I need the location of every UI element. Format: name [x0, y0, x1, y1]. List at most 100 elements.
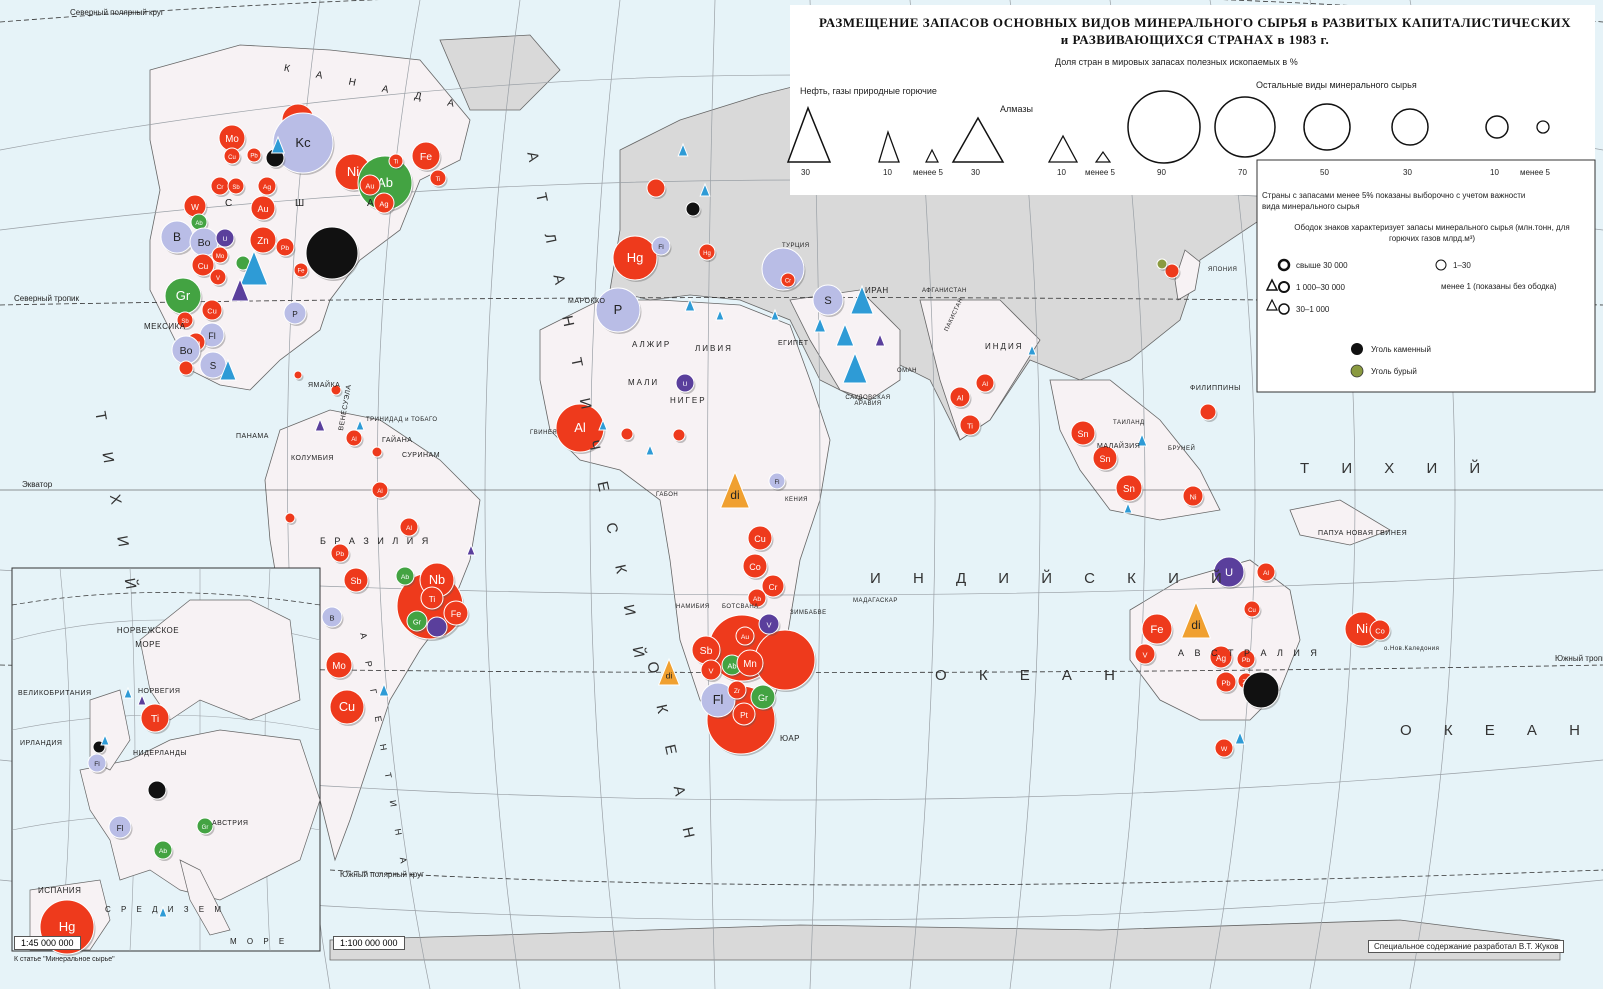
mineral-circle-ag	[257, 176, 277, 196]
mineral-code-label: Mn	[743, 659, 757, 670]
label-oman: ОМАН	[897, 368, 917, 374]
mineral-code-label: Cr	[769, 583, 778, 592]
new-guinea	[1289, 499, 1391, 546]
legend-rim-item-4: 1–30	[1453, 261, 1471, 270]
mineral-circle-ab	[153, 840, 173, 860]
legend-rim-item-5: менее 1 (показаны без ободка)	[1441, 282, 1557, 291]
mineral-code-label: Al	[377, 489, 382, 495]
legend-rim-sample-3	[1278, 303, 1290, 315]
mineral-code-label: Sb	[700, 645, 713, 657]
mineral-circle-cu	[223, 147, 241, 165]
mineral-circle-red	[330, 384, 342, 396]
legend-circle-value-10: 10	[1490, 168, 1499, 177]
oil-gas-triangle	[239, 249, 269, 286]
legend-rim-tri-1	[1265, 278, 1279, 291]
mineral-circle-au	[735, 626, 755, 646]
oil-gas-triangle	[770, 308, 780, 321]
mineral-circle-cu	[747, 525, 773, 551]
mineral-code-label: Au	[741, 634, 750, 641]
mineral-circle-mo	[211, 246, 229, 264]
mineral-code-label: Ab	[401, 574, 410, 581]
diamond-triangle	[657, 657, 681, 686]
legend-circle-10	[1485, 115, 1509, 139]
label-guinea: ГВИНЕЯ	[530, 430, 558, 436]
mineral-code-label: P	[614, 302, 623, 317]
mineral-circle-ab	[747, 588, 767, 608]
label-india: ИНДИЯ	[985, 342, 1024, 351]
mineral-code-label: Co	[749, 562, 761, 572]
diamond-triangle	[719, 470, 751, 509]
legend-circle-value-50: 50	[1320, 168, 1329, 177]
mineral-code-label: Fe	[451, 609, 462, 619]
mineral-code-label: Sb	[181, 319, 189, 325]
label-libya: ЛИВИЯ	[695, 344, 733, 353]
oil-gas-triangle	[123, 686, 133, 699]
mineral-code-label: Al	[1263, 570, 1270, 577]
tropic-south-label: Южный тропик	[1555, 654, 1603, 663]
mineral-circle-al	[975, 373, 995, 393]
tropic-north-label: Северный тропик	[14, 294, 80, 303]
mineral-code-label: Sn	[1077, 429, 1088, 439]
label-thailand: ТАИЛАНД	[1113, 420, 1145, 426]
mineral-circle-sn	[1115, 474, 1143, 502]
mineral-circle-ti	[140, 703, 170, 733]
label-png: ПАПУА НОВАЯ ГВИНЕЯ	[1318, 530, 1408, 537]
legend-rim-sample-2	[1278, 281, 1290, 293]
map-title: РАЗМЕЩЕНИЕ ЗАПАСОВ ОСНОВНЫХ ВИДОВ МИНЕРА…	[800, 14, 1590, 48]
mineral-circle-p	[595, 287, 641, 333]
mineral-circle-pb	[1215, 671, 1237, 693]
mineral-code-label: Sn	[1123, 484, 1135, 495]
mineral-circle-red	[620, 427, 634, 441]
mineral-circle-cr	[780, 272, 796, 288]
legend-coal-brown: Уголь бурый	[1371, 367, 1417, 376]
label-botswana: БОТСВАНА	[722, 604, 759, 610]
oil-gas-triangle	[699, 182, 711, 197]
legend-oil-triangle-5	[925, 148, 939, 163]
mineral-code-label: V	[216, 276, 220, 282]
legend-diamond-triangle-10	[1047, 134, 1079, 163]
mineral-circle-gr	[750, 684, 776, 710]
legend-rim-item-2: 1 000–30 000	[1296, 283, 1345, 292]
label-namibia: НАМИБИЯ	[676, 604, 710, 610]
mineral-code-label: Ab	[377, 175, 393, 190]
label-niger: НИГЕР	[670, 396, 707, 405]
mineral-code-label: Bo	[180, 345, 193, 357]
mineral-circle-w	[1214, 738, 1234, 758]
oil-gas-triangle	[1123, 501, 1133, 514]
equator-label: Экватор	[22, 480, 53, 489]
mineral-circle-ti	[388, 153, 404, 169]
oil-gas-triangle	[835, 322, 855, 347]
mineral-code-label: Pt	[740, 711, 749, 720]
legend-rim-sample-1	[1277, 258, 1291, 272]
legend-coal-hard: Уголь каменный	[1371, 345, 1431, 354]
mineral-code-label: Fl	[208, 331, 216, 341]
mineral-circle-sn	[1070, 420, 1096, 446]
antarctic-circle-label: Южный полярный круг	[340, 870, 424, 879]
label-mexico: МЕКСИКА	[144, 322, 186, 331]
mineral-circle-ab	[395, 566, 415, 586]
mineral-circle-red	[646, 178, 666, 198]
oil-gas-triangle	[466, 543, 476, 556]
legend-diamond-value-5: менее 5	[1085, 168, 1115, 177]
label-sea: М О Р Е	[230, 937, 289, 946]
mineral-code-label: Hg	[627, 250, 644, 265]
mineral-circle-co	[742, 553, 768, 579]
oil-gas-triangle	[842, 351, 868, 384]
label-austria: АВСТРИЯ	[212, 820, 249, 827]
mineral-code-label: U	[223, 236, 228, 243]
inset-italy	[179, 859, 231, 936]
label-kenya: КЕНИЯ	[785, 497, 808, 503]
mineral-circle-red	[293, 370, 303, 380]
legend-oil-triangle-30	[786, 105, 832, 163]
mineral-circle-p	[283, 301, 307, 325]
label-uk: ВЕЛИКОБРИТАНИЯ	[18, 690, 92, 697]
mineral-circle-mo	[325, 651, 353, 679]
oil-gas-triangle	[850, 284, 874, 315]
mineral-circle-kc	[272, 112, 334, 174]
label-brunei: БРУНЕЙ	[1168, 446, 1196, 452]
mineral-circle-fl	[108, 815, 132, 839]
title-line-2: и РАЗВИВАЮЩИХСЯ СТРАНАХ в 1983 г.	[1060, 32, 1330, 47]
oil-gas-triangle	[684, 297, 696, 312]
